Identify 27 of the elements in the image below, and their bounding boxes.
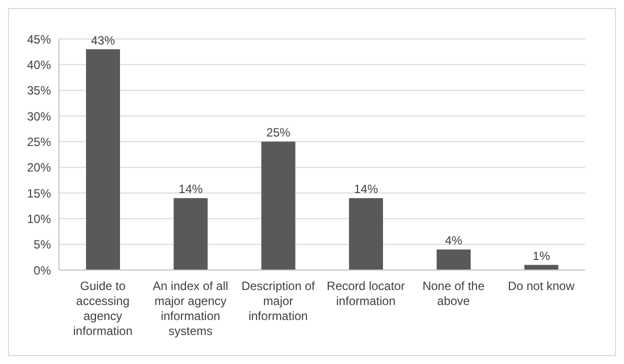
bar <box>436 249 471 270</box>
data-label: 4% <box>444 233 463 248</box>
y-tick-label: 25% <box>26 134 52 149</box>
y-tick-label: 20% <box>26 160 52 175</box>
y-tick-label: 35% <box>26 84 52 98</box>
bar <box>86 49 120 270</box>
y-tick-label: 45% <box>26 32 52 46</box>
x-tick-label: None of the above <box>422 279 485 308</box>
x-tick-label: Description of major information <box>241 279 316 323</box>
x-tick-label: Do not know <box>508 279 575 293</box>
y-tick-label: 0% <box>34 263 52 278</box>
y-tick-label: 30% <box>26 109 52 124</box>
y-tick-label: 5% <box>34 238 52 252</box>
y-tick-label: 40% <box>26 58 52 72</box>
data-label: 1% <box>532 248 550 263</box>
bar <box>261 142 296 270</box>
x-tick-label: Record locator information <box>326 279 405 308</box>
data-label: 14% <box>178 182 203 196</box>
x-tick-label: Guide to accessing agency information <box>73 279 133 338</box>
data-label: 25% <box>266 126 291 140</box>
y-tick-label: 15% <box>26 186 52 200</box>
y-tick-label: 10% <box>26 212 52 226</box>
x-tick-label: An index of all major agency information systems <box>152 279 228 338</box>
data-label: 43% <box>90 33 116 48</box>
bar <box>349 198 383 270</box>
data-label: 14% <box>354 182 378 196</box>
bar <box>174 198 208 270</box>
